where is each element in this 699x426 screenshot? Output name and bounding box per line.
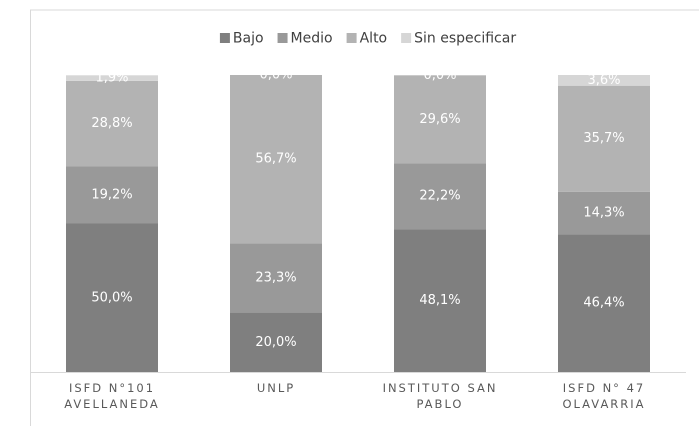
value-label: 50,0% bbox=[91, 290, 132, 305]
bar-segment bbox=[230, 312, 322, 372]
x-tick-label-box: ISFD N° 47 OLAVARRIA bbox=[562, 381, 646, 411]
bar-segment bbox=[558, 75, 650, 86]
value-label: 3,6% bbox=[587, 73, 620, 88]
legend-item: Medio bbox=[277, 31, 333, 47]
value-label: 48,1% bbox=[419, 293, 460, 308]
bar-segment bbox=[394, 163, 486, 230]
legend-label: Bajo bbox=[233, 31, 264, 47]
plot: 50,0% 19,2% 28,8% 1,9% 20,0% 23,3% 56,7% 0,0% 48… bbox=[66, 68, 650, 372]
legend-label: Medio bbox=[291, 31, 333, 47]
x-tick-label: ISFD N° 47 OLAVARRIA bbox=[562, 381, 646, 411]
legend-item: Alto bbox=[346, 31, 388, 47]
bar-segment bbox=[66, 223, 158, 372]
x-tick-label-box: UNLP bbox=[256, 381, 296, 395]
bar-segment bbox=[558, 85, 650, 192]
x-tick-label: INSTITUTO SAN PABLO bbox=[382, 381, 498, 411]
value-label: 56,7% bbox=[255, 152, 296, 167]
x-tick-label: ISFD N°101 AVELLANEDA bbox=[64, 381, 160, 411]
value-label: 14,3% bbox=[583, 205, 624, 220]
bar-segment bbox=[66, 166, 158, 224]
value-label: 35,7% bbox=[583, 131, 624, 146]
x-tick-label-box: INSTITUTO SAN PABLO bbox=[382, 381, 498, 411]
bar-segment bbox=[66, 80, 158, 167]
value-label: 46,4% bbox=[583, 296, 624, 311]
legend-label: Sin especificar bbox=[414, 31, 516, 47]
x-tick-label-box: ISFD N°101 AVELLANEDA bbox=[64, 381, 160, 411]
value-label: 19,2% bbox=[91, 187, 132, 202]
bar-segment bbox=[394, 229, 486, 372]
bar-segment bbox=[558, 234, 650, 372]
value-label: 29,6% bbox=[419, 112, 460, 127]
legend-item: Sin especificar bbox=[401, 31, 516, 47]
bar-segment bbox=[558, 191, 650, 235]
legend-item: Bajo bbox=[219, 31, 264, 47]
value-label: 28,8% bbox=[91, 116, 132, 131]
legend: Bajo Medio Alto Sin especificar bbox=[219, 31, 516, 47]
value-label: 0,0% bbox=[423, 68, 456, 83]
value-label: 20,0% bbox=[255, 335, 296, 350]
value-label: 22,2% bbox=[419, 189, 460, 204]
legend-swatch bbox=[346, 33, 357, 43]
bar-segment bbox=[230, 243, 322, 313]
value-label: 1,9% bbox=[95, 71, 128, 86]
bar-segment bbox=[230, 75, 322, 244]
bar-segment bbox=[394, 75, 486, 164]
value-label: 0,0% bbox=[259, 68, 292, 83]
legend-label: Alto bbox=[360, 31, 388, 47]
x-tick-label: UNLP bbox=[256, 381, 296, 395]
legend-swatch bbox=[219, 33, 230, 43]
value-label: 23,3% bbox=[255, 270, 296, 285]
bar-segment bbox=[66, 75, 158, 81]
legend-swatch bbox=[401, 33, 412, 43]
legend-swatch bbox=[277, 33, 288, 43]
